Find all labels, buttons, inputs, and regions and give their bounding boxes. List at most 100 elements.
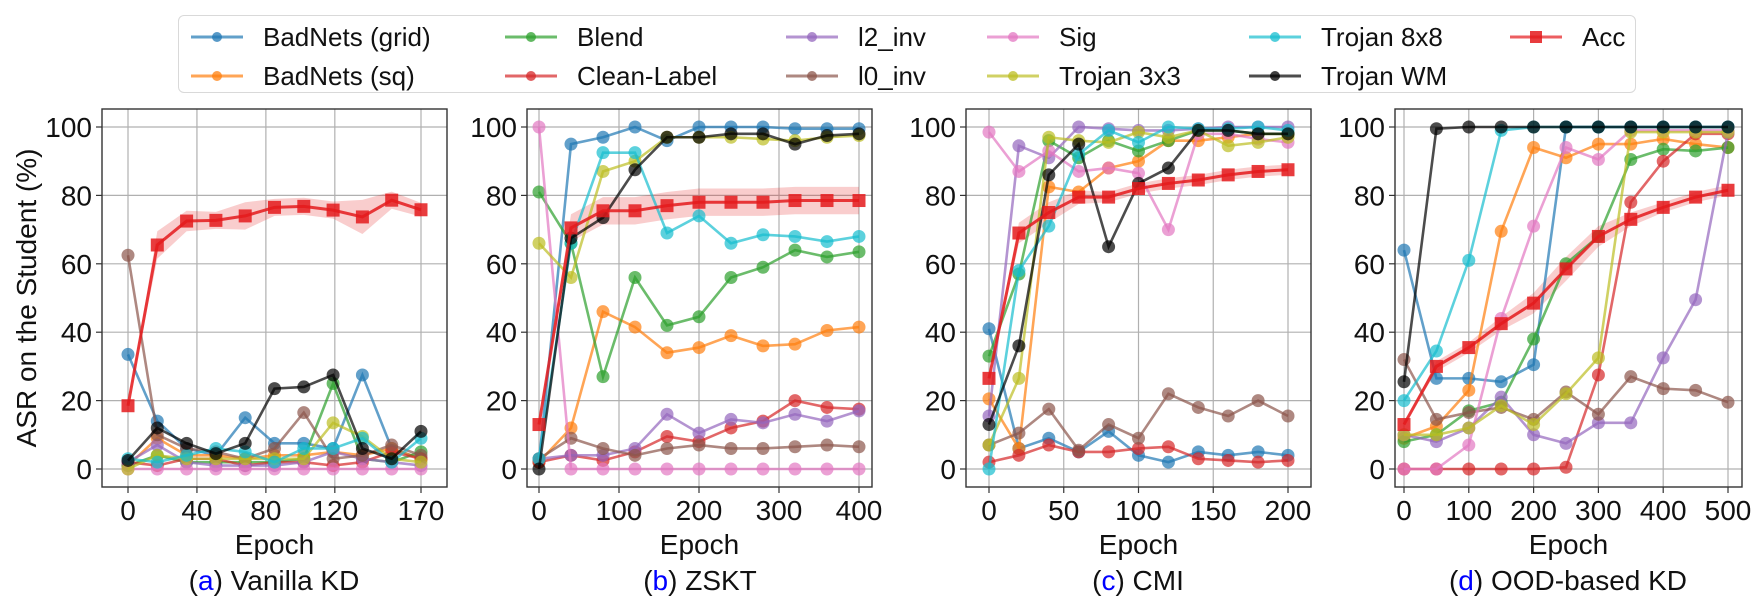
data-point-trojan-wm — [756, 127, 770, 141]
legend-item-trojan-wm: Trojan WM — [1247, 61, 1447, 91]
acc-point — [121, 399, 135, 413]
acc-point — [596, 204, 610, 218]
legend-label: Trojan 8x8 — [1321, 21, 1443, 52]
data-point-blend — [820, 250, 834, 264]
series-trojan-3x3 — [1397, 125, 1735, 442]
data-point-trojan-wm — [1072, 137, 1086, 151]
acc-point — [1191, 173, 1205, 187]
legend-handle-l0-inv — [786, 71, 838, 81]
data-point-sig — [820, 462, 834, 476]
data-point-trojan-wm — [1527, 120, 1541, 134]
data-point-sig — [1102, 161, 1116, 175]
data-point-l0-inv — [1251, 394, 1265, 408]
data-point-trojan-8x8 — [1012, 264, 1026, 278]
data-point-trojan-3x3 — [532, 236, 546, 250]
caption-letter: b — [653, 565, 669, 596]
data-point-l0-inv — [1462, 406, 1476, 420]
legend-handle-acc — [1510, 31, 1562, 43]
data-point-l0-inv — [1656, 382, 1670, 396]
data-point-l0-inv — [1042, 402, 1056, 416]
data-point-l2-inv — [820, 414, 834, 428]
data-point-sig — [1591, 152, 1605, 166]
data-point-l0-inv — [596, 441, 610, 455]
data-point-badnets-grid — [355, 368, 369, 382]
y-tick-label: 20 — [925, 386, 956, 417]
legend-item-blend: Blend — [503, 22, 644, 52]
data-point-sig — [1429, 462, 1443, 476]
data-point-l0-inv — [121, 248, 135, 262]
acc-point — [1102, 190, 1116, 204]
legend-item-l0-inv: l0_inv — [784, 61, 926, 91]
acc-point — [820, 194, 834, 208]
x-tick-label: 200 — [1510, 495, 1557, 526]
data-point-trojan-8x8 — [1161, 120, 1175, 134]
data-point-clean-label — [1656, 154, 1670, 168]
data-point-trojan-wm — [1462, 120, 1476, 134]
data-point-clean-label — [1012, 448, 1026, 462]
acc-point — [180, 214, 194, 228]
data-point-trojan-wm — [1042, 168, 1056, 182]
data-point-trojan-3x3 — [1462, 421, 1476, 435]
data-point-blend — [724, 270, 738, 284]
data-point-sig — [532, 120, 546, 134]
data-point-sig — [852, 462, 866, 476]
legend-label: Clean-Label — [577, 60, 718, 91]
series-trojan-wm — [121, 368, 428, 467]
acc-point — [724, 195, 738, 209]
data-point-clean-label — [1251, 455, 1265, 469]
data-point-trojan-wm — [1221, 123, 1235, 137]
data-point-trojan-wm — [385, 452, 399, 466]
x-tick-label: 400 — [1640, 495, 1687, 526]
data-point-clean-label — [1494, 462, 1508, 476]
series-line-trojan-wm — [1402, 125, 1728, 382]
legend-handle-blend — [505, 32, 557, 42]
legend-label: Acc — [1582, 21, 1626, 52]
data-point-clean-label — [1221, 453, 1235, 467]
y-axis-label: ASR on the Student (%) — [11, 149, 42, 448]
data-point-trojan-wm — [1721, 120, 1735, 134]
data-point-trojan-3x3 — [414, 455, 428, 469]
plot-area — [1397, 120, 1735, 476]
data-point-clean-label — [788, 394, 802, 408]
x-tick-label: 300 — [1575, 495, 1622, 526]
series-line-sig — [1404, 129, 1728, 471]
data-point-blend — [852, 245, 866, 259]
data-point-l2-inv — [756, 416, 770, 430]
plot-area — [982, 120, 1295, 476]
acc-point — [982, 371, 996, 385]
data-point-trojan-wm — [532, 462, 546, 476]
data-point-badnets-sq — [852, 320, 866, 334]
data-point-clean-label — [1161, 440, 1175, 454]
legend-handle-clean-label — [505, 71, 557, 81]
data-point-l0-inv — [1624, 370, 1638, 384]
data-point-trojan-3x3 — [1429, 428, 1443, 442]
data-point-trojan-wm — [628, 163, 642, 177]
series-clean-label — [1397, 127, 1735, 476]
data-point-trojan-8x8 — [532, 452, 546, 466]
plot-area — [121, 191, 428, 476]
acc-point — [1251, 164, 1265, 178]
acc-point — [326, 203, 340, 217]
x-axis-label: Epoch — [235, 529, 314, 560]
caption-letter: a — [198, 565, 214, 596]
x-tick-label: 400 — [836, 495, 883, 526]
acc-point — [297, 199, 311, 213]
data-point-sig — [355, 462, 369, 476]
y-tick-label: 0 — [76, 454, 92, 485]
x-tick-label: 150 — [1190, 495, 1237, 526]
y-tick-label: 0 — [501, 454, 517, 485]
data-point-l2-inv — [660, 407, 674, 421]
subplot-caption: (d) OOD-based KD — [1449, 565, 1687, 596]
caption-prefix: ( — [189, 565, 199, 596]
data-point-clean-label — [1591, 368, 1605, 382]
data-point-l0-inv — [660, 441, 674, 455]
data-point-trojan-8x8 — [596, 146, 610, 160]
legend-label: Sig — [1059, 21, 1097, 52]
data-point-badnets-sq — [1132, 154, 1145, 168]
x-tick-label: 500 — [1705, 495, 1752, 526]
data-point-sig — [1559, 141, 1573, 155]
data-point-sig — [297, 462, 311, 476]
acc-point — [1721, 183, 1735, 197]
data-point-trojan-wm — [209, 447, 223, 461]
data-point-l2-inv — [788, 407, 802, 421]
